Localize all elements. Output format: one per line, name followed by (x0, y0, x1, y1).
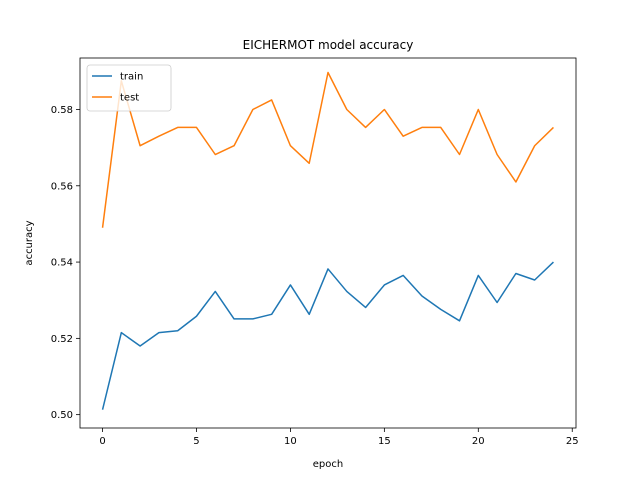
y-tick-label: 0.52 (51, 334, 73, 345)
x-tick-label: 15 (378, 436, 391, 447)
x-tick-label: 0 (99, 436, 105, 447)
x-tick-label: 20 (472, 436, 485, 447)
plot-area: 0 5 10 15 20 25 0.50 0.52 0.54 0.56 0.58 (51, 57, 579, 447)
y-tick-label: 0.54 (51, 258, 73, 269)
chart-title: EICHERMOT model accuracy (243, 38, 414, 52)
y-tick-label: 0.56 (51, 181, 73, 192)
x-tick-label: 10 (284, 436, 297, 447)
series-line-test (101, 71, 554, 228)
x-axis-label: epoch (313, 459, 343, 470)
legend-label-test: test (120, 93, 139, 104)
legend-label-train: train (120, 72, 143, 83)
y-axis-label: accuracy (24, 220, 35, 265)
y-tick-label: 0.58 (51, 105, 73, 116)
series-layer (101, 71, 554, 410)
y-tick-label: 0.50 (51, 410, 73, 421)
series-line-train (101, 261, 554, 410)
x-tick-label: 25 (566, 436, 579, 447)
ticks-layer: 0 5 10 15 20 25 0.50 0.52 0.54 0.56 0.58 (51, 105, 579, 447)
x-tick-label: 5 (193, 436, 199, 447)
plot-frame (79, 57, 577, 429)
legend: train test (86, 64, 172, 112)
